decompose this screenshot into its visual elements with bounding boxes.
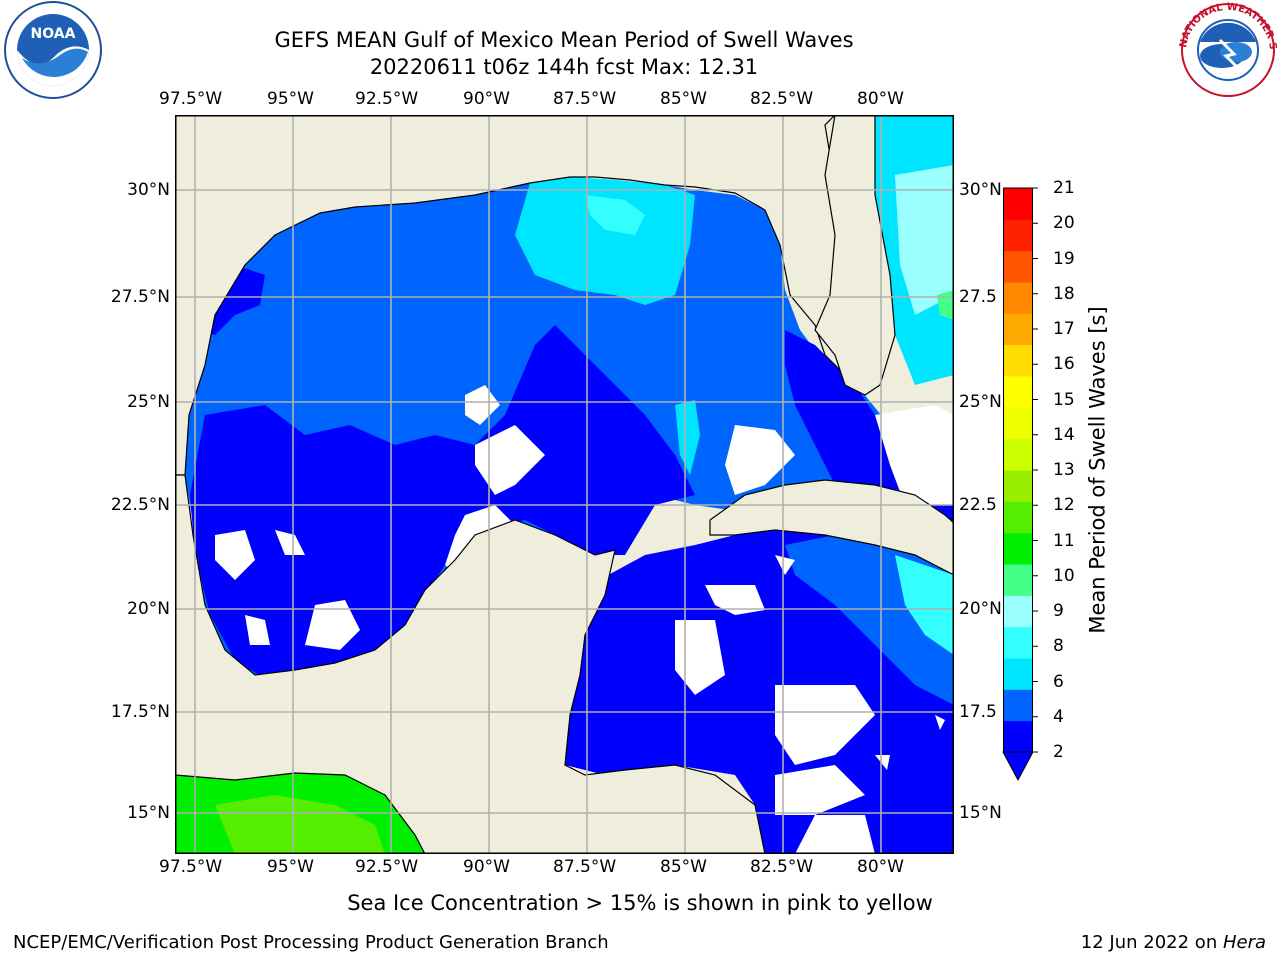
colorbar-tick-label: 11 [1053, 530, 1075, 551]
caribbean-cyan [895, 555, 954, 655]
lon-label: 92.5°W [355, 89, 419, 109]
lat-label: 22.5 [959, 495, 997, 515]
colorbar-segment [1003, 720, 1033, 753]
lon-label: 87.5°W [553, 857, 617, 877]
lat-label: 15°N [127, 803, 170, 823]
colorbar-segment [1003, 344, 1033, 377]
colorbar-segment [1003, 595, 1033, 628]
colorbar-tick-label: 18 [1053, 283, 1075, 304]
lon-label: 80°W [857, 857, 904, 877]
sea-ice-note: Sea Ice Concentration > 15% is shown in … [0, 890, 1280, 916]
lon-label: 85°W [660, 89, 707, 109]
lat-label: 27.5 [959, 287, 997, 307]
lon-label: 90°W [463, 89, 510, 109]
colorbar-tick-label: 13 [1053, 460, 1075, 480]
lat-label: 25°N [127, 392, 170, 412]
noaa-logo-text: NOAA [31, 26, 76, 42]
footer-date-text: 12 Jun 2022 on [1080, 932, 1223, 953]
colorbar-tick-label: 17 [1053, 319, 1075, 339]
lat-label: 17.5 [959, 702, 997, 722]
colorbar-segments [1003, 188, 1033, 753]
map-frame [175, 115, 954, 854]
lon-label: 92.5°W [355, 857, 419, 877]
lat-label: 20°N [127, 599, 170, 619]
colorbar-tick-label: 19 [1053, 248, 1075, 269]
colorbar-segment [1003, 188, 1033, 220]
colorbar-segment [1003, 532, 1033, 565]
lon-label: 95°W [267, 89, 314, 109]
lon-label: 80°W [857, 89, 904, 109]
colorbar-label: Mean Period of Swell Waves [s] [1085, 306, 1110, 634]
lon-label: 87.5°W [553, 89, 617, 109]
colorbar-tick-label: 15 [1053, 389, 1075, 410]
lon-label: 97.5°W [159, 857, 223, 877]
colorbar-tick-label: 4 [1053, 706, 1064, 727]
sea-ice-note-text: Sea Ice Concentration > 15% is shown in … [347, 891, 933, 915]
atlantic-light-cyan [895, 165, 954, 315]
cyan-patch [675, 400, 700, 475]
lon-label: 90°W [463, 857, 510, 877]
footer-date: 12 Jun 2022 on Hera [1081, 932, 1266, 954]
lat-label: 15°N [959, 803, 1002, 823]
cyan-swell-area [515, 177, 695, 305]
colorbar-segment [1003, 313, 1033, 346]
colorbar-ticks [1032, 187, 1038, 753]
lat-label: 20°N [959, 599, 1002, 619]
graticule [175, 115, 954, 854]
colorbar-tick-label: 12 [1053, 495, 1075, 516]
map-subtitle: 20220611 t06z 144h fcst Max: 12.31 [369, 55, 759, 79]
colorbar-tick-label: 2 [1053, 742, 1064, 762]
colorbar-tick-label: 10 [1053, 565, 1075, 586]
lon-label: 95°W [267, 857, 314, 877]
footer-credit: NCEP/EMC/Verification Post Processing Pr… [13, 932, 609, 953]
colorbar-tick-label: 14 [1053, 424, 1075, 445]
colorbar-segment [1003, 564, 1033, 596]
colorbar-segment [1003, 250, 1033, 283]
pacific-light-green [215, 795, 385, 854]
lon-label: 85°W [660, 857, 707, 877]
map-title: GEFS MEAN Gulf of Mexico Mean Period of … [274, 28, 854, 52]
lat-label: 30°N [127, 180, 170, 200]
lat-label: 22.5°N [110, 495, 170, 515]
colorbar-segment [1003, 282, 1033, 314]
colorbar-segment [1003, 626, 1033, 659]
colorbar-tick-label: 21 [1053, 178, 1075, 198]
lat-label: 27.5°N [110, 287, 170, 307]
lon-label: 97.5°W [159, 89, 223, 109]
colorbar-segment [1003, 658, 1033, 690]
colorbar-tick-label: 20 [1053, 213, 1075, 234]
cyan-swell-area-2 [585, 195, 645, 235]
swell-period-map [175, 115, 954, 854]
colorbar-tick-label: 8 [1053, 636, 1064, 657]
colorbar-segment [1003, 470, 1033, 502]
lon-label: 82.5°W [750, 857, 814, 877]
colorbar-extend-arrow [1002, 751, 1034, 782]
colorbar-tick-label: 9 [1053, 601, 1064, 621]
colorbar-segment [1003, 438, 1033, 471]
national-weather-service-logo: NATIONAL WEATHER SERVICE [1176, 0, 1278, 97]
colorbar-segment [1003, 407, 1033, 440]
colorbar-tick-label: 6 [1053, 671, 1064, 692]
lat-label: 17.5°N [110, 702, 170, 722]
colorbar-segment [1003, 376, 1033, 408]
footer-host: Hera [1222, 932, 1266, 953]
colorbar-segment [1003, 219, 1033, 252]
lat-label: 25°N [959, 392, 1002, 412]
lat-label: 30°N [959, 180, 1002, 200]
colorbar-segment [1003, 689, 1033, 722]
colorbar [1002, 187, 1038, 782]
lon-label: 82.5°W [750, 89, 814, 109]
noaa-logo: NOAA [4, 1, 102, 99]
colorbar-segment [1003, 501, 1033, 534]
colorbar-tick-label: 16 [1053, 354, 1075, 375]
